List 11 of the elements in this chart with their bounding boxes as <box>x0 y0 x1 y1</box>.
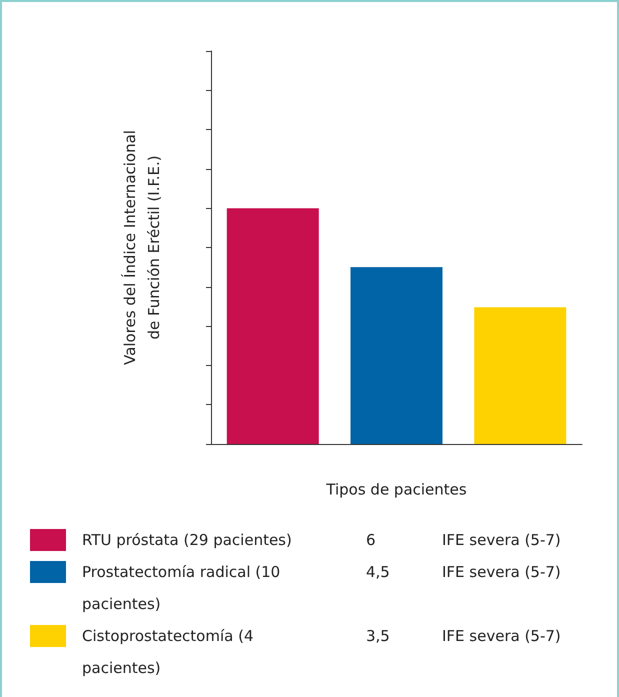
text: IFE severa (5-7) <box>442 626 561 647</box>
text: RTU próstata (29 pacientes) <box>82 530 293 551</box>
text: 3,5 <box>366 626 391 647</box>
text: 4,5 <box>366 562 391 583</box>
text: 6 <box>366 530 377 551</box>
text: Cistoprostatectomía (4 pacientes) <box>82 626 254 679</box>
text: IFE severa (5-7) <box>442 530 561 551</box>
text: IFE severa (5-7) <box>442 562 561 583</box>
y-axis-title: Valores del Índice Internacional de Función Eréctil (I.F.E.) <box>121 130 163 365</box>
x-axis-title: Tipos de pacientes <box>325 480 467 498</box>
text: Prostatectomía radical (10 pacientes) <box>82 562 282 615</box>
